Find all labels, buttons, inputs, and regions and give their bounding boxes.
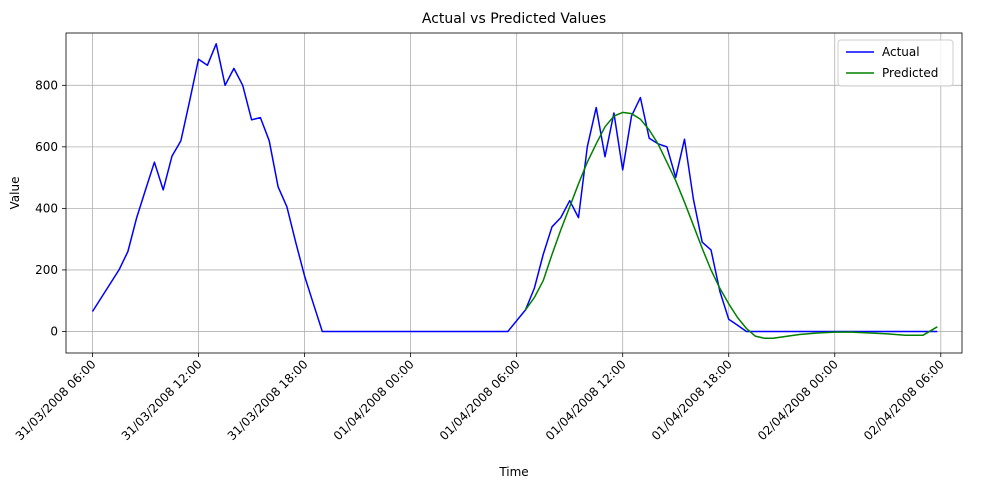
legend-label-actual: Actual bbox=[882, 45, 920, 59]
plot-frame bbox=[65, 32, 963, 354]
y-axis-label: Value bbox=[8, 177, 22, 210]
series-layer bbox=[91, 43, 938, 339]
series-line-predicted bbox=[524, 111, 938, 339]
y-tick-label: 400 bbox=[35, 201, 58, 215]
y-tick-label: 0 bbox=[50, 324, 58, 338]
legend: Actual Predicted bbox=[837, 39, 954, 87]
y-tick-label: 600 bbox=[35, 140, 58, 154]
chart-title: Actual vs Predicted Values bbox=[422, 11, 606, 27]
x-axis-label: Time bbox=[498, 465, 528, 479]
y-tick-label: 800 bbox=[35, 78, 58, 92]
legend-label-predicted: Predicted bbox=[882, 66, 938, 80]
series-line-actual bbox=[91, 43, 938, 333]
y-tick-label: 200 bbox=[35, 263, 58, 277]
